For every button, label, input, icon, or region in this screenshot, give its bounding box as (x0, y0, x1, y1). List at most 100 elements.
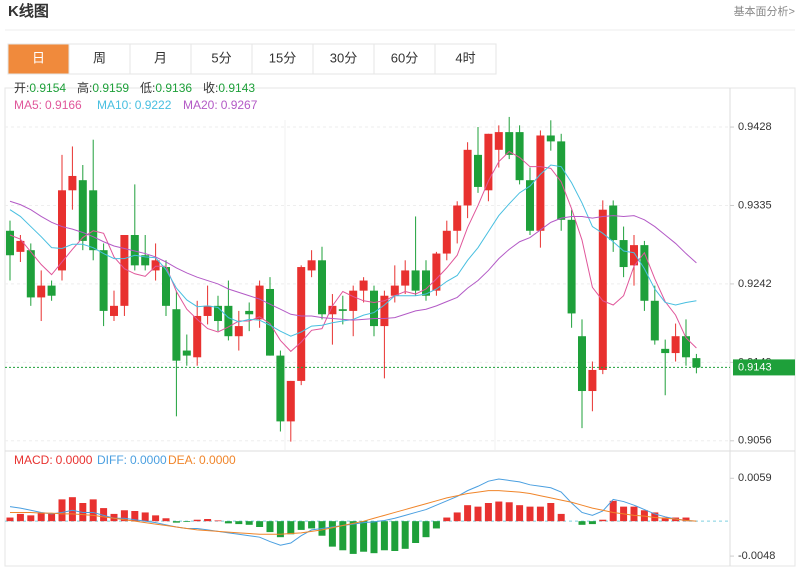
y-tick-label: -0.0048 (738, 550, 775, 562)
legend-name: MACD: (14, 453, 53, 467)
candle-body (58, 190, 66, 271)
y-tick-label: 0.9335 (738, 199, 772, 211)
legend-name: DIFF: (97, 453, 127, 467)
legend-entry: DEA: 0.0000 (168, 453, 236, 467)
candle-body (234, 326, 243, 337)
candle-body (26, 250, 35, 298)
macd-bar (609, 500, 617, 522)
candle-body (297, 267, 306, 381)
macd-bar (380, 521, 388, 551)
candle-body (214, 305, 222, 322)
quote-value: 0.9143 (218, 81, 255, 95)
quote-label: 高: (77, 80, 92, 95)
candle-body (505, 132, 514, 155)
candle-body (682, 336, 690, 358)
macd-bar (682, 517, 690, 522)
candle-body (193, 315, 202, 358)
macd-bar (297, 521, 305, 530)
candle-body (390, 285, 399, 296)
tab[interactable] (373, 43, 436, 75)
tab[interactable] (251, 43, 314, 75)
candle-body (474, 154, 482, 187)
candle-body (588, 369, 597, 392)
tab[interactable] (434, 43, 497, 75)
tab-label[interactable]: 60分 (391, 50, 418, 65)
macd-bar (120, 510, 128, 522)
candle-body (78, 180, 87, 241)
macd-bar (453, 512, 461, 522)
y-tick-label: 0.9428 (738, 121, 772, 133)
candle-body (598, 209, 607, 370)
macd-bar (224, 521, 232, 524)
candle-body (203, 305, 212, 316)
tab-label[interactable]: 5分 (211, 50, 231, 65)
macd-bar (204, 519, 212, 522)
macd-bar (484, 503, 492, 522)
candle-body (432, 253, 441, 291)
macd-bar (162, 518, 170, 522)
candle-body (68, 175, 77, 191)
macd-bar (266, 521, 274, 533)
candle-body (307, 260, 316, 271)
candle-body (526, 180, 534, 231)
tab-label[interactable]: 月 (154, 50, 167, 65)
macd-bar (661, 517, 669, 522)
macd-bar (328, 521, 336, 547)
macd-bar (547, 503, 555, 522)
macd-bar (630, 506, 638, 522)
candle-body (557, 141, 566, 220)
legend-name: MA10: (97, 98, 132, 112)
macd-bar (214, 520, 222, 522)
macd-bar (401, 521, 409, 549)
macd-bar (495, 501, 503, 522)
macd-bar (578, 521, 586, 525)
candle-body (286, 380, 295, 422)
candle-body (463, 149, 472, 206)
tab[interactable] (129, 43, 192, 75)
candle-body (245, 310, 254, 315)
tab-label[interactable]: 30分 (330, 50, 357, 65)
legend-name: MA5: (14, 98, 42, 112)
legend-name: MA20: (183, 98, 218, 112)
fundamental-link[interactable]: 基本面分析> (734, 4, 795, 18)
y-tick-label: 0.0059 (738, 472, 772, 484)
candle-body (442, 230, 451, 254)
tab-label[interactable]: 15分 (269, 50, 296, 65)
legend-value: 0.9166 (45, 98, 82, 112)
candle-body (224, 305, 233, 337)
candle-body (6, 230, 14, 256)
tab-label[interactable]: 周 (93, 50, 106, 65)
legend-value: 0.9267 (221, 98, 258, 112)
macd-bar (599, 519, 607, 522)
candle-body (99, 250, 108, 311)
candle-body (411, 270, 420, 291)
candle-body (47, 285, 56, 296)
candle-body (89, 190, 98, 251)
candle-body (494, 132, 503, 150)
candle-body (141, 255, 150, 266)
legend-entry: MA20: 0.9267 (183, 98, 258, 112)
candle-body (401, 270, 410, 286)
macd-bar (308, 521, 316, 529)
quote-label: 收: (203, 81, 218, 95)
tab[interactable] (68, 43, 131, 75)
candle-body (349, 290, 358, 311)
y-tick-label: 0.9056 (738, 435, 772, 447)
macd-bar (516, 505, 524, 522)
tab-label[interactable]: 4时 (455, 50, 475, 65)
quote: 低:0.9136 (140, 81, 192, 95)
candle-body (515, 132, 524, 181)
tab-label[interactable]: 日 (32, 50, 45, 65)
candle-body (630, 245, 638, 266)
tab[interactable] (7, 43, 70, 75)
candle-body (120, 235, 129, 306)
candle-body (546, 135, 555, 142)
candle-body (578, 336, 586, 392)
macd-bar (27, 515, 35, 522)
candle-body (172, 309, 181, 361)
macd-bar (100, 508, 108, 522)
candle-body (130, 235, 139, 266)
macd-bar (245, 521, 253, 525)
candle-body (692, 358, 701, 368)
legend-value: 0.0000 (56, 453, 93, 467)
